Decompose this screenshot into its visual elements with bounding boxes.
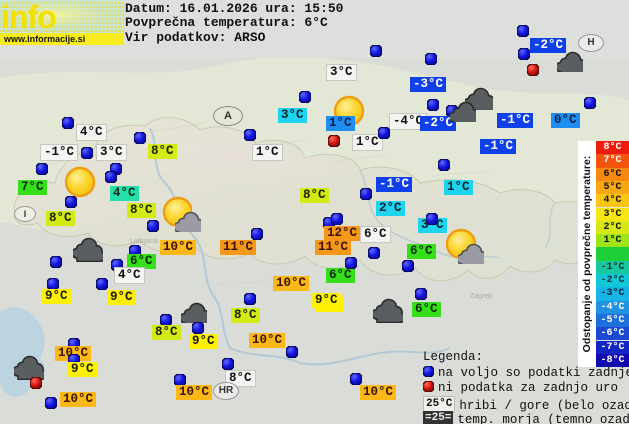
svg-text:info: info <box>1 0 56 35</box>
svg-text:Zagreb: Zagreb <box>470 293 492 300</box>
svg-text:www.informacije.si: www.informacije.si <box>3 34 85 44</box>
svg-text:Ljubljana: Ljubljana <box>130 238 158 245</box>
